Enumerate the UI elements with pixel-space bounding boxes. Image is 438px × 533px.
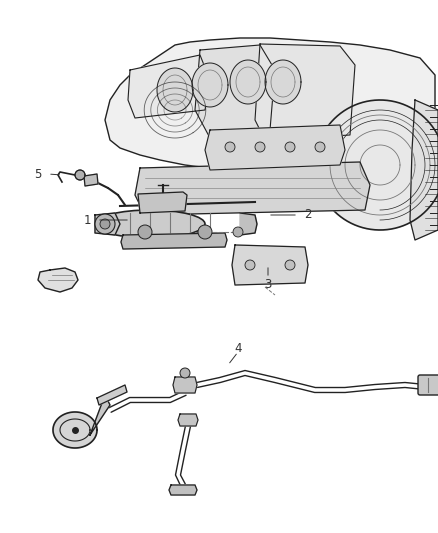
Circle shape — [245, 260, 255, 270]
Polygon shape — [255, 44, 355, 140]
Circle shape — [198, 225, 212, 239]
Polygon shape — [195, 45, 275, 138]
Polygon shape — [410, 100, 438, 240]
Polygon shape — [178, 414, 198, 426]
Text: 2: 2 — [304, 208, 312, 222]
Text: 4: 4 — [234, 342, 242, 354]
Circle shape — [233, 227, 243, 237]
Polygon shape — [315, 100, 438, 230]
Polygon shape — [135, 162, 370, 215]
Circle shape — [315, 142, 325, 152]
Polygon shape — [97, 385, 127, 405]
Polygon shape — [53, 412, 97, 448]
Polygon shape — [105, 38, 435, 173]
Polygon shape — [121, 233, 227, 249]
Circle shape — [75, 170, 85, 180]
FancyBboxPatch shape — [418, 375, 438, 395]
Polygon shape — [240, 213, 257, 235]
Circle shape — [180, 368, 190, 378]
Ellipse shape — [95, 210, 205, 238]
Polygon shape — [128, 55, 210, 118]
Polygon shape — [90, 395, 110, 435]
Polygon shape — [38, 268, 78, 292]
Circle shape — [100, 219, 110, 229]
Text: 1: 1 — [83, 214, 91, 227]
Polygon shape — [192, 63, 228, 107]
Polygon shape — [84, 174, 98, 186]
Circle shape — [255, 142, 265, 152]
Polygon shape — [205, 125, 345, 170]
Circle shape — [138, 225, 152, 239]
Polygon shape — [157, 68, 193, 112]
Text: 3: 3 — [264, 279, 272, 292]
Polygon shape — [230, 60, 266, 104]
Polygon shape — [173, 377, 197, 393]
Circle shape — [95, 214, 115, 234]
Polygon shape — [169, 485, 197, 495]
Circle shape — [225, 142, 235, 152]
Polygon shape — [138, 192, 187, 213]
Circle shape — [285, 142, 295, 152]
Polygon shape — [265, 60, 301, 104]
Polygon shape — [232, 245, 308, 285]
Text: 5: 5 — [34, 167, 42, 181]
Circle shape — [285, 260, 295, 270]
Polygon shape — [95, 213, 120, 235]
